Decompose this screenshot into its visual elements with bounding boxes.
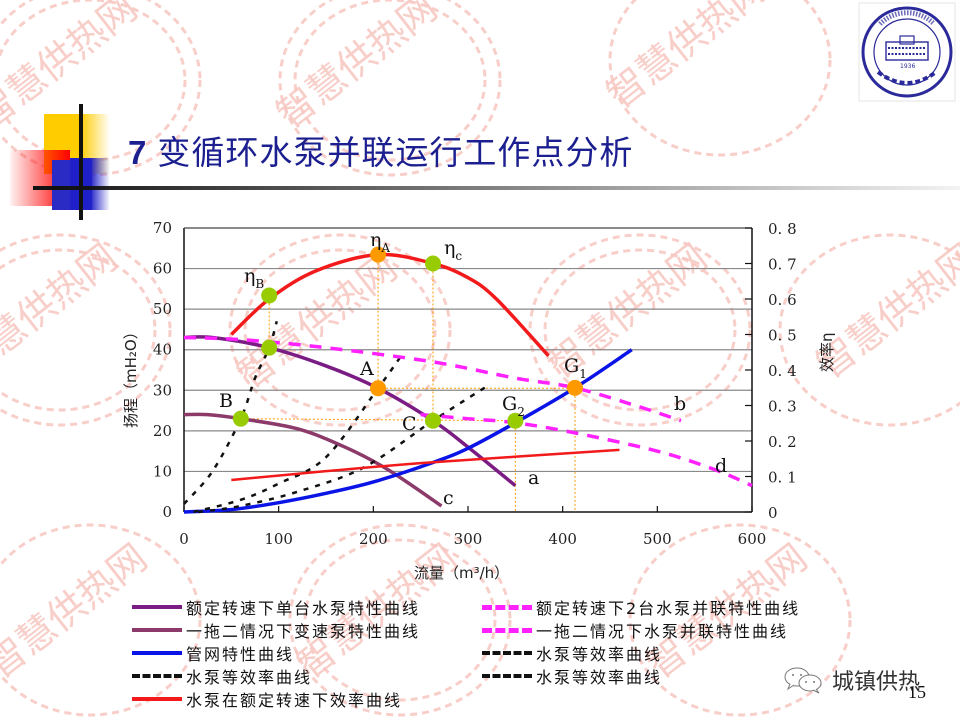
legend-item: 一拖二情况下变速泵特性曲线 — [132, 619, 420, 641]
series-line — [183, 412, 443, 508]
footer-brand: 城镇供热 — [832, 670, 921, 695]
legend-swatch — [132, 651, 182, 655]
y-right-axis-label: 效率η — [818, 332, 836, 372]
x-axis-label: 流量（m³/h） — [414, 564, 509, 582]
label-point-a: A — [359, 358, 374, 380]
legend-swatch — [132, 628, 182, 632]
title-text: 变循环水泵并联运行工作点分析 — [157, 133, 634, 172]
legend-label: 水泵等效率曲线 — [186, 668, 313, 687]
data-point-marker — [424, 412, 441, 429]
y-tick-label: 20 — [153, 422, 172, 440]
legend-label: 额定转速下单台水泵特性曲线 — [186, 599, 421, 618]
legend-item: 一拖二情况下水泵并联特性曲线 — [482, 619, 788, 641]
data-point-marker — [261, 339, 278, 356]
label-point-g1: G1 — [564, 355, 587, 381]
y-axis-label: 扬程（mH₂O） — [122, 324, 140, 428]
label-curve-b: b — [674, 393, 686, 415]
series-line — [183, 335, 682, 423]
data-point-marker — [370, 380, 387, 397]
wechat-brand: 城镇供热 — [782, 664, 920, 696]
label-point-c: C — [402, 413, 417, 435]
x-tick-label: 600 — [738, 530, 767, 548]
y-tick-label: 30 — [153, 381, 172, 399]
label-curve-a: a — [528, 467, 539, 489]
y-tick-label: 0 — [162, 503, 172, 521]
legend-label: 一拖二情况下水泵并联特性曲线 — [536, 622, 789, 641]
y-right-tick-label: 0. 1 — [768, 469, 797, 487]
title-number: 7 — [128, 134, 148, 171]
legend-item: 额定转速下2台水泵并联特性曲线 — [482, 596, 800, 618]
legend-label: 水泵等效率曲线 — [536, 645, 663, 664]
university-seal-logo: 1936 — [858, 2, 956, 102]
legend-label: 水泵在额定转速下效率曲线 — [186, 691, 403, 710]
data-point-marker — [507, 412, 524, 429]
wechat-icon — [784, 667, 822, 694]
data-point-marker — [370, 246, 387, 263]
x-tick-label: 400 — [548, 530, 577, 548]
legend-swatch — [132, 605, 182, 609]
data-point-marker — [424, 255, 441, 272]
series-line — [193, 357, 401, 514]
legend-swatch — [482, 651, 532, 655]
legend-item: 水泵等效率曲线 — [482, 642, 662, 664]
label-curve-c: c — [443, 487, 454, 509]
data-point-marker — [232, 410, 249, 427]
y-right-tick-label: 0. 7 — [768, 256, 797, 274]
data-point-marker — [261, 287, 278, 304]
page-title: 7 变循环水泵并联运行工作点分析 — [128, 126, 633, 174]
legend-swatch — [482, 627, 532, 633]
legend-item: 管网特性曲线 — [132, 642, 294, 664]
y-right-tick-label: 0. 2 — [768, 433, 797, 451]
y-tick-label: 60 — [153, 260, 172, 278]
data-point-marker — [566, 379, 583, 396]
y-tick-label: 70 — [153, 219, 172, 237]
y-right-tick-label: 0. 6 — [768, 291, 797, 309]
legend-label: 水泵等效率曲线 — [536, 668, 663, 687]
y-tick-label: 50 — [153, 300, 172, 318]
legend-label: 一拖二情况下变速泵特性曲线 — [186, 622, 421, 641]
page-number: 15 — [908, 682, 926, 702]
chart-markers — [232, 246, 583, 429]
y-tick-label: 40 — [153, 341, 172, 359]
y-right-tick-label: 0. 3 — [768, 398, 797, 416]
series-line — [420, 412, 753, 488]
series-line — [183, 335, 517, 487]
legend-item: 水泵等效率曲线 — [132, 665, 312, 687]
legend-item: 水泵在额定转速下效率曲线 — [132, 688, 402, 710]
title-decoration — [10, 104, 960, 220]
label-point-b: B — [219, 390, 233, 412]
y-right-tick-label: 0. 4 — [768, 362, 797, 380]
legend-swatch — [482, 604, 532, 610]
legend-item: 水泵等效率曲线 — [482, 665, 662, 687]
y-right-tick-label: 0. 5 — [768, 327, 797, 345]
legend-swatch — [132, 674, 182, 678]
y-right-tick-label: 0. 8 — [768, 220, 797, 238]
label-curve-d: d — [715, 455, 727, 477]
legend-swatch — [132, 697, 182, 701]
x-tick-label: 100 — [264, 530, 293, 548]
label-eta-c: ηc — [444, 237, 462, 263]
y-tick-label: 10 — [153, 462, 172, 480]
legend-swatch — [482, 674, 532, 678]
legend-label: 管网特性曲线 — [186, 645, 295, 664]
x-tick-label: 500 — [643, 530, 672, 548]
series-line — [198, 385, 488, 514]
svg-text:1936: 1936 — [900, 63, 915, 70]
legend-item: 额定转速下单台水泵特性曲线 — [132, 596, 420, 618]
series-line — [183, 348, 633, 514]
series-line — [231, 448, 620, 482]
legend-label: 额定转速下2台水泵并联特性曲线 — [536, 599, 801, 618]
y-right-tick-label: 0 — [768, 504, 778, 522]
x-tick-label: 300 — [454, 530, 483, 548]
x-tick-label: 200 — [359, 530, 388, 548]
series-line — [230, 252, 550, 357]
x-tick-label: 0 — [179, 530, 189, 548]
chart-series — [183, 252, 753, 514]
